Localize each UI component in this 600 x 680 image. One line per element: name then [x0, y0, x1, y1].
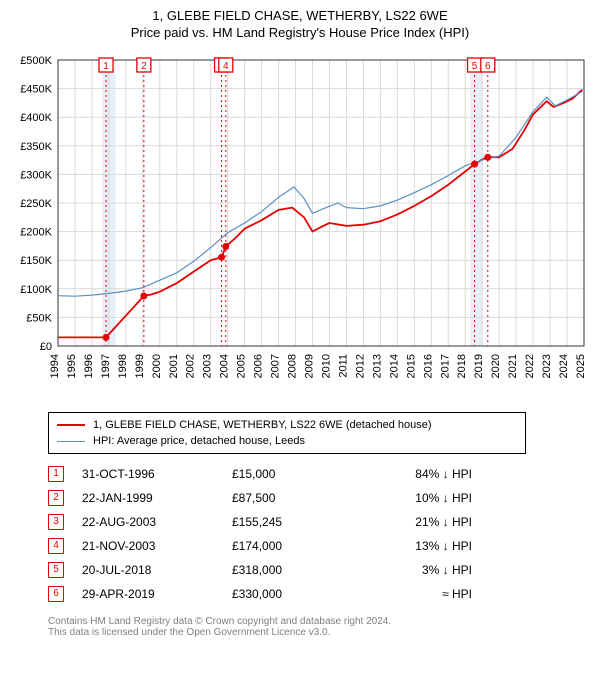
chart-svg: £0 £50K £100K £150K £200K £250K £300K £350K £400… — [10, 46, 590, 406]
svg-text:£200K: £200K — [20, 227, 52, 239]
event-date: 31-OCT-1996 — [82, 467, 232, 481]
legend-row-blue: HPI: Average price, detached house, Leed… — [57, 433, 517, 449]
svg-text:1995: 1995 — [66, 354, 78, 378]
event-badge: 2 — [48, 490, 64, 506]
svg-text:5: 5 — [472, 61, 478, 72]
event-diff: 84% ↓ HPI — [352, 467, 472, 481]
svg-text:2025: 2025 — [575, 354, 587, 378]
svg-text:2005: 2005 — [236, 354, 248, 378]
svg-text:1999: 1999 — [134, 354, 146, 378]
svg-text:2014: 2014 — [388, 354, 400, 378]
event-diff: ≈ HPI — [352, 587, 472, 601]
chart-title: 1, GLEBE FIELD CHASE, WETHERBY, LS22 6WE — [10, 8, 590, 23]
event-date: 20-JUL-2018 — [82, 563, 232, 577]
event-row: 1 31-OCT-1996£15,00084% ↓ HPI — [48, 462, 590, 486]
chart-area: £0 £50K £100K £150K £200K £250K £300K £350K £400… — [10, 46, 590, 406]
svg-text:£0: £0 — [40, 341, 52, 353]
svg-text:£250K: £250K — [20, 198, 52, 210]
event-date: 29-APR-2019 — [82, 587, 232, 601]
svg-text:2024: 2024 — [558, 354, 570, 378]
svg-text:6: 6 — [485, 61, 491, 72]
legend-row-red: 1, GLEBE FIELD CHASE, WETHERBY, LS22 6WE… — [57, 417, 517, 433]
event-price: £174,000 — [232, 539, 352, 553]
legend-swatch-blue — [57, 441, 85, 442]
svg-text:£50K: £50K — [26, 312, 52, 324]
event-date: 21-NOV-2003 — [82, 539, 232, 553]
footer-line-1: Contains HM Land Registry data © Crown c… — [48, 616, 590, 627]
svg-text:2009: 2009 — [304, 354, 316, 378]
event-diff: 10% ↓ HPI — [352, 491, 472, 505]
svg-text:1997: 1997 — [100, 354, 112, 378]
svg-text:£400K: £400K — [20, 112, 52, 124]
svg-text:£300K: £300K — [20, 169, 52, 181]
event-badge: 5 — [48, 562, 64, 578]
svg-text:1998: 1998 — [117, 354, 129, 378]
legend-swatch-red — [57, 424, 85, 426]
svg-text:1: 1 — [103, 61, 109, 72]
svg-text:2004: 2004 — [219, 354, 231, 378]
svg-text:2021: 2021 — [507, 354, 519, 378]
svg-text:2006: 2006 — [253, 354, 265, 378]
event-price: £318,000 — [232, 563, 352, 577]
chart-subtitle: Price paid vs. HM Land Registry's House … — [10, 25, 590, 40]
svg-text:2019: 2019 — [473, 354, 485, 378]
svg-text:2010: 2010 — [320, 354, 332, 378]
svg-text:2002: 2002 — [185, 354, 197, 378]
svg-text:£150K: £150K — [20, 255, 52, 267]
svg-text:2000: 2000 — [151, 354, 163, 378]
svg-text:£500K: £500K — [20, 55, 52, 67]
svg-text:2017: 2017 — [439, 354, 451, 378]
event-row: 3 22-AUG-2003£155,24521% ↓ HPI — [48, 510, 590, 534]
event-price: £155,245 — [232, 515, 352, 529]
event-price: £87,500 — [232, 491, 352, 505]
svg-text:2007: 2007 — [270, 354, 282, 378]
svg-text:2023: 2023 — [541, 354, 553, 378]
svg-text:2001: 2001 — [168, 354, 180, 378]
legend-label-blue: HPI: Average price, detached house, Leed… — [93, 435, 305, 447]
svg-text:£450K: £450K — [20, 84, 52, 96]
event-badge: 3 — [48, 514, 64, 530]
legend: 1, GLEBE FIELD CHASE, WETHERBY, LS22 6WE… — [48, 412, 526, 454]
event-price: £330,000 — [232, 587, 352, 601]
event-row: 2 22-JAN-1999£87,50010% ↓ HPI — [48, 486, 590, 510]
footer: Contains HM Land Registry data © Crown c… — [48, 616, 590, 638]
svg-text:2016: 2016 — [422, 354, 434, 378]
svg-text:1994: 1994 — [49, 354, 61, 378]
svg-text:2022: 2022 — [524, 354, 536, 378]
event-badge: 4 — [48, 538, 64, 554]
event-diff: 13% ↓ HPI — [352, 539, 472, 553]
event-badge: 6 — [48, 586, 64, 602]
event-badge: 1 — [48, 466, 64, 482]
svg-text:£100K: £100K — [20, 284, 52, 296]
svg-text:2018: 2018 — [456, 354, 468, 378]
event-row: 5 20-JUL-2018£318,0003% ↓ HPI — [48, 558, 590, 582]
event-diff: 21% ↓ HPI — [352, 515, 472, 529]
event-row: 4 21-NOV-2003£174,00013% ↓ HPI — [48, 534, 590, 558]
events-table: 1 31-OCT-1996£15,00084% ↓ HPI 2 22-JAN-1999… — [48, 462, 590, 606]
svg-text:2012: 2012 — [354, 354, 366, 378]
svg-text:2020: 2020 — [490, 354, 502, 378]
svg-text:4: 4 — [223, 61, 229, 72]
svg-text:2011: 2011 — [337, 354, 349, 378]
event-diff: 3% ↓ HPI — [352, 563, 472, 577]
svg-text:£350K: £350K — [20, 141, 52, 153]
footer-line-2: This data is licensed under the Open Gov… — [48, 627, 590, 638]
svg-text:2013: 2013 — [371, 354, 383, 378]
svg-text:2008: 2008 — [287, 354, 299, 378]
event-row: 6 29-APR-2019£330,000≈ HPI — [48, 582, 590, 606]
svg-text:2: 2 — [141, 61, 147, 72]
legend-label-red: 1, GLEBE FIELD CHASE, WETHERBY, LS22 6WE… — [93, 419, 432, 431]
svg-text:2003: 2003 — [202, 354, 214, 378]
event-date: 22-JAN-1999 — [82, 491, 232, 505]
event-price: £15,000 — [232, 467, 352, 481]
svg-text:1996: 1996 — [83, 354, 95, 378]
event-date: 22-AUG-2003 — [82, 515, 232, 529]
svg-text:2015: 2015 — [405, 354, 417, 378]
